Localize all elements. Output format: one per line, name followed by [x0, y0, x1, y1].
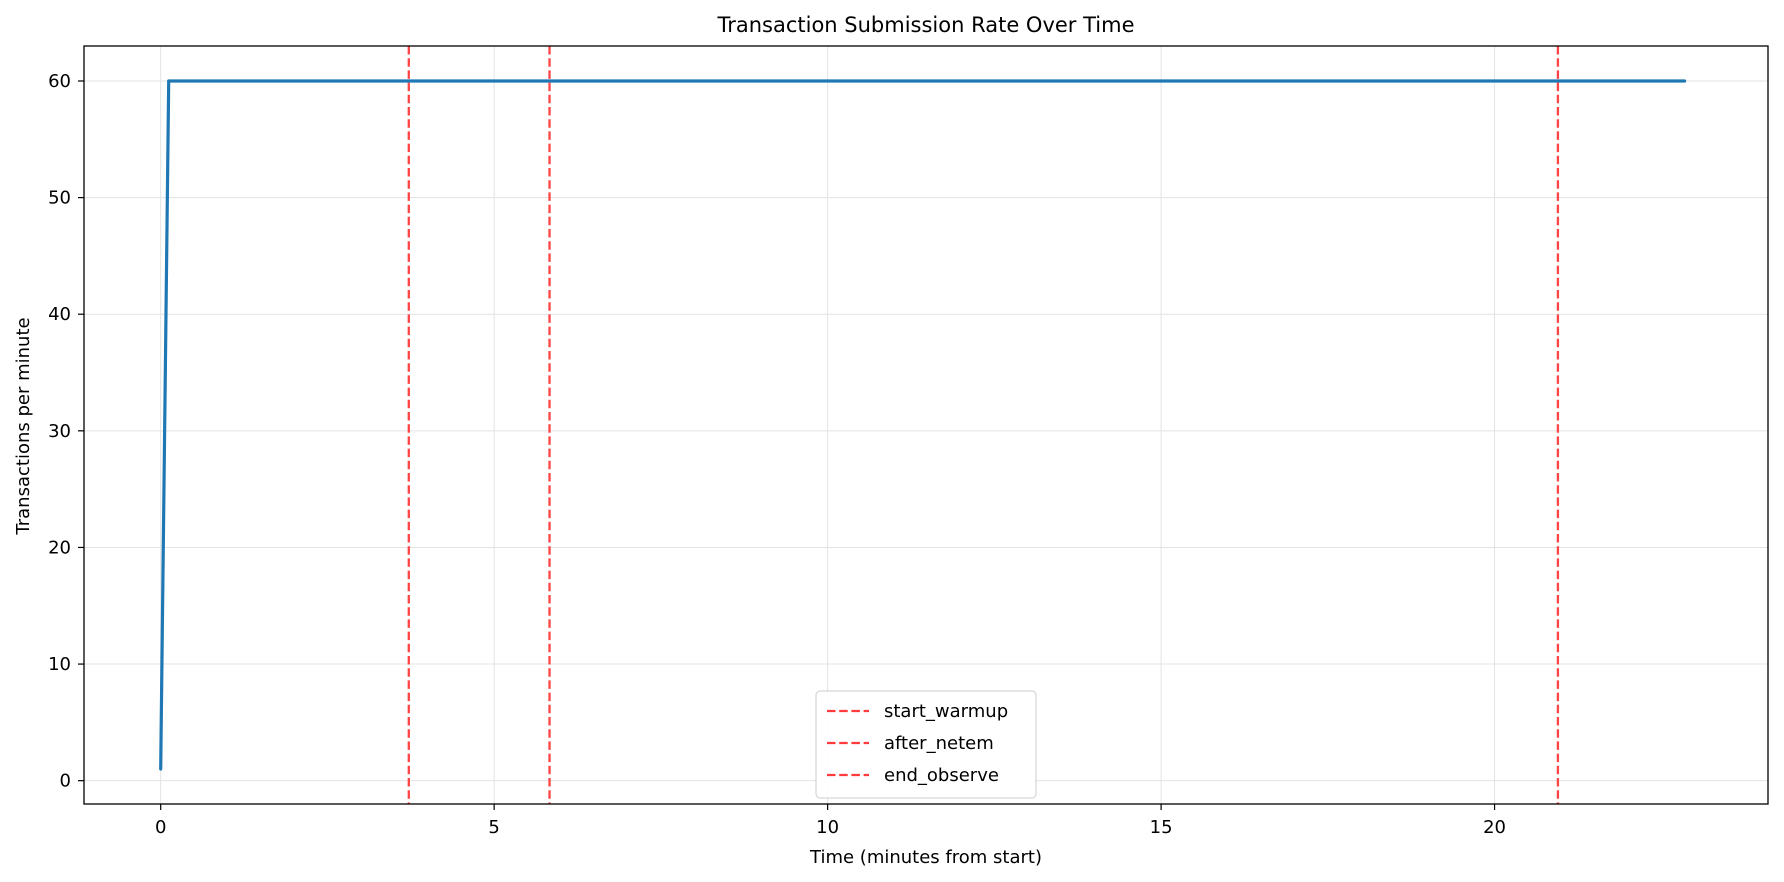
x-tick-label: 15	[1150, 817, 1173, 838]
x-tick-label: 10	[816, 817, 839, 838]
legend: start_warmup after_netem end_observe	[815, 690, 1037, 799]
x-axis-title: Time (minutes from start)	[809, 847, 1042, 868]
grid-layer	[84, 46, 1768, 804]
chart-title: Transaction Submission Rate Over Time	[716, 13, 1134, 37]
y-tick-label: 60	[48, 71, 71, 92]
x-tick-label: 20	[1483, 817, 1506, 838]
x-tick-label: 5	[488, 817, 499, 838]
series-layer	[159, 79, 1687, 771]
marker-layer	[407, 46, 1560, 804]
legend-box	[815, 690, 1037, 799]
legend-label: after_netem	[884, 733, 994, 754]
tick-layer: 0 5 10 15 20 0 10 20 30 40 50 60	[48, 71, 1506, 838]
legend-label: end_observe	[884, 765, 999, 786]
y-axis-title: Transactions per minute	[13, 317, 34, 535]
legend-label: start_warmup	[884, 701, 1008, 722]
series-line	[159, 79, 1687, 771]
y-tick-label: 20	[48, 537, 71, 558]
y-tick-label: 40	[48, 304, 71, 325]
plot-frame	[83, 45, 1769, 805]
y-tick-label: 30	[48, 421, 71, 442]
y-tick-label: 10	[48, 654, 71, 675]
x-tick-label: 0	[155, 817, 166, 838]
y-tick-label: 0	[60, 771, 71, 792]
y-tick-label: 50	[48, 188, 71, 209]
